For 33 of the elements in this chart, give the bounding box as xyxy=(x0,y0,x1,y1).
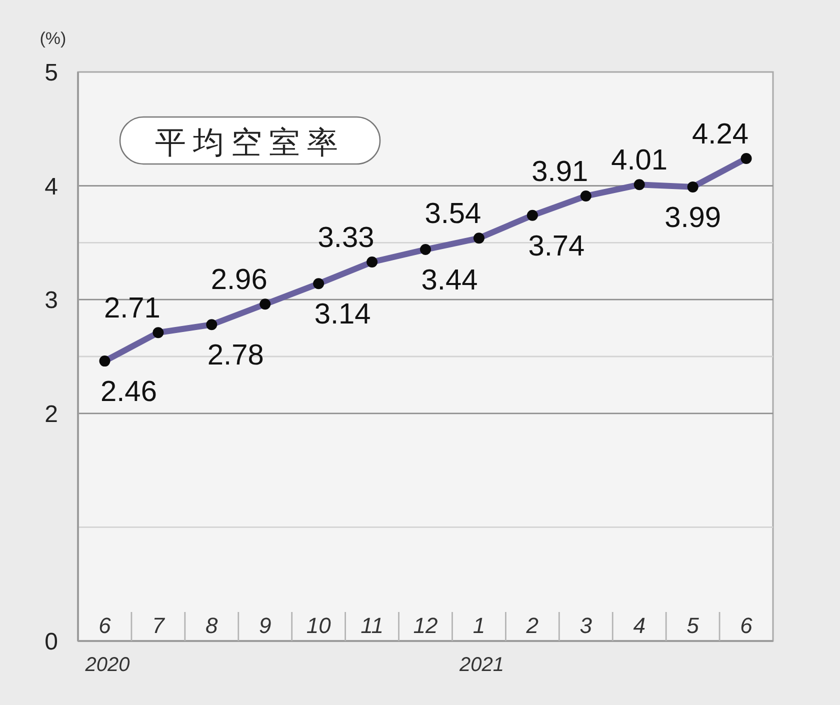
data-label: 3.91 xyxy=(532,156,588,188)
y-tick-label: 5 xyxy=(44,60,58,87)
data-label: 3.14 xyxy=(314,298,371,331)
x-tick-label: 8 xyxy=(206,613,219,638)
x-tick-label: 6 2020 xyxy=(80,613,130,676)
x-tick-label: 4 xyxy=(633,613,646,638)
y-axis-title: (%) xyxy=(40,29,66,48)
x-tick-label: 2 xyxy=(525,613,539,638)
data-label: 3.99 xyxy=(664,202,722,234)
y-tick-label: 3 xyxy=(44,287,58,314)
data-label: 2.78 xyxy=(207,340,264,372)
data-label: 4.24 xyxy=(692,118,748,150)
data-label: 2.46 xyxy=(100,376,157,408)
x-tick-label: 5 xyxy=(686,613,700,638)
x-tick-label: 11 xyxy=(360,613,384,638)
x-tick-label: 3 xyxy=(580,613,593,638)
x-tick-label: 9 xyxy=(258,613,272,638)
data-label: 3.33 xyxy=(318,222,374,254)
data-label: 3.44 xyxy=(421,264,478,297)
y-tick-label: 4 xyxy=(44,173,58,200)
x-tick-label: 10 xyxy=(306,613,332,638)
y-tick-label: 2 xyxy=(44,401,58,428)
text: 平均空室率 xyxy=(155,125,345,161)
data-label: 2.96 xyxy=(210,264,268,296)
y-tick-label: 0 xyxy=(44,628,58,656)
x-tick-label: 7 xyxy=(152,613,166,638)
data-label: 4.01 xyxy=(611,144,668,177)
x-tick-label: 1 2021 xyxy=(454,613,504,676)
x-tick-label: 12 xyxy=(413,613,438,638)
data-label: 3.74 xyxy=(528,230,585,262)
x-tick-label: 6 xyxy=(740,613,754,638)
data-label: 3.54 xyxy=(424,198,482,230)
data-label: 2.71 xyxy=(104,292,160,325)
